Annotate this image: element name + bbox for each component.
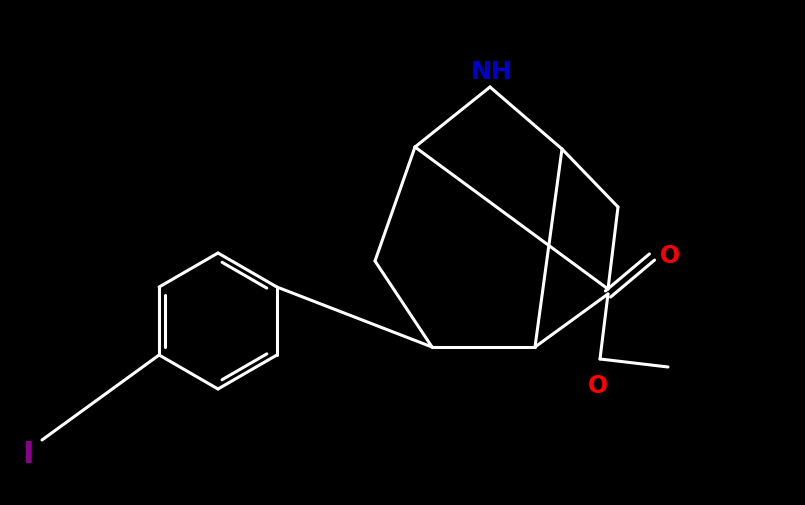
Text: O: O <box>660 243 680 268</box>
Text: I: I <box>23 440 34 469</box>
Text: NH: NH <box>471 60 513 84</box>
Text: O: O <box>588 373 608 397</box>
